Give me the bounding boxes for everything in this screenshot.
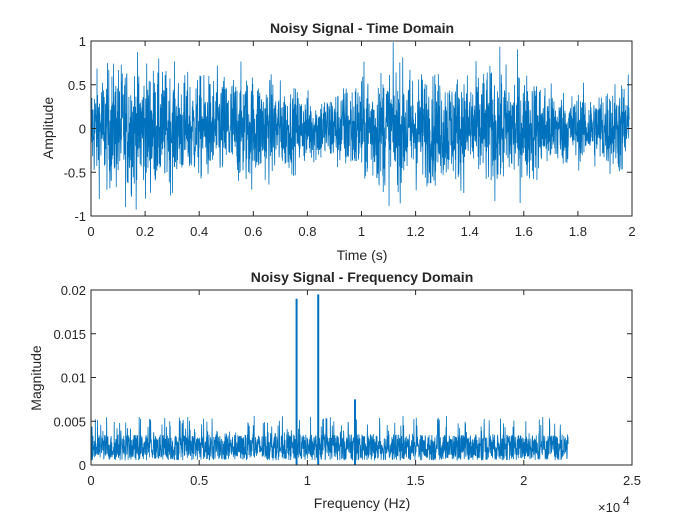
time-domain-x-tick-label: 1.8 xyxy=(569,224,587,239)
time-domain-x-tick-label: 0 xyxy=(87,224,94,239)
frequency-domain-y-tick-label: 0.005 xyxy=(53,414,86,429)
time-domain-x-tick-label: 0.2 xyxy=(136,224,154,239)
time-domain-title: Noisy Signal - Time Domain xyxy=(270,20,454,36)
frequency-domain-plot-area xyxy=(90,294,569,465)
time-domain-y-tick-label: -1 xyxy=(74,209,86,224)
time-domain-x-tick-label: 0.6 xyxy=(244,224,262,239)
time-domain-x-tick-label: 0.8 xyxy=(298,224,316,239)
time-domain-x-tick-label: 0.4 xyxy=(190,224,208,239)
frequency-domain-y-ticks: 0 0.005 0.01 0.015 0.02 xyxy=(53,283,632,473)
time-domain-axes: Noisy Signal - Time Domain 0 0.2 0.4 0.6 0.8… xyxy=(40,20,636,263)
time-domain-y-tick-label: -0.5 xyxy=(64,165,86,180)
frequency-domain-y-tick-label: 0.02 xyxy=(61,283,86,298)
time-domain-x-ticks: 0 0.2 0.4 0.6 0.8 1 1.2 1.4 1.6 1.8 2 xyxy=(87,41,636,239)
frequency-domain-x-tick-label: 2 xyxy=(520,473,527,488)
time-domain-y-tick-label: 1 xyxy=(79,34,86,49)
frequency-domain-x-tick-label: 0 xyxy=(87,473,94,488)
frequency-domain-y-tick-label: 0 xyxy=(79,458,86,473)
frequency-domain-x-label: Frequency (Hz) xyxy=(314,495,410,511)
x-exponent-label: ×10 4 xyxy=(598,494,630,515)
frequency-domain-x-tick-label: 1 xyxy=(304,473,311,488)
frequency-domain-x-tick-label: 2.5 xyxy=(623,473,641,488)
time-domain-y-tick-label: 0 xyxy=(79,122,86,137)
time-domain-y-tick-label: 0.5 xyxy=(68,78,86,93)
time-domain-plot-area xyxy=(90,42,630,210)
frequency-domain-title: Noisy Signal - Frequency Domain xyxy=(251,269,474,285)
time-domain-x-tick-label: 2 xyxy=(628,224,635,239)
frequency-domain-y-tick-label: 0.015 xyxy=(53,327,86,342)
time-domain-y-label: Amplitude xyxy=(40,97,56,159)
time-domain-x-tick-label: 1.2 xyxy=(407,224,425,239)
frequency-domain-axes: Noisy Signal - Frequency Domain 0 0.5 1 1.5… xyxy=(28,269,641,515)
frequency-domain-x-tick-label: 0.5 xyxy=(190,473,208,488)
x-exponent-times: ×10 xyxy=(598,500,620,515)
time-domain-y-ticks: -1 -0.5 0 0.5 1 xyxy=(64,34,632,224)
frequency-domain-series-line xyxy=(90,416,569,462)
time-domain-x-tick-label: 1.4 xyxy=(461,224,479,239)
time-domain-x-tick-label: 1.6 xyxy=(515,224,533,239)
time-domain-series-line xyxy=(90,42,630,210)
frequency-domain-y-label: Magnitude xyxy=(28,345,44,411)
x-exponent-power: 4 xyxy=(623,494,630,508)
frequency-domain-x-ticks: 0 0.5 1 1.5 2 2.5 xyxy=(87,290,641,488)
time-domain-x-label: Time (s) xyxy=(337,247,388,263)
frequency-domain-y-tick-label: 0.01 xyxy=(61,371,86,386)
time-domain-x-tick-label: 1 xyxy=(358,224,365,239)
frequency-domain-x-tick-label: 1.5 xyxy=(407,473,425,488)
